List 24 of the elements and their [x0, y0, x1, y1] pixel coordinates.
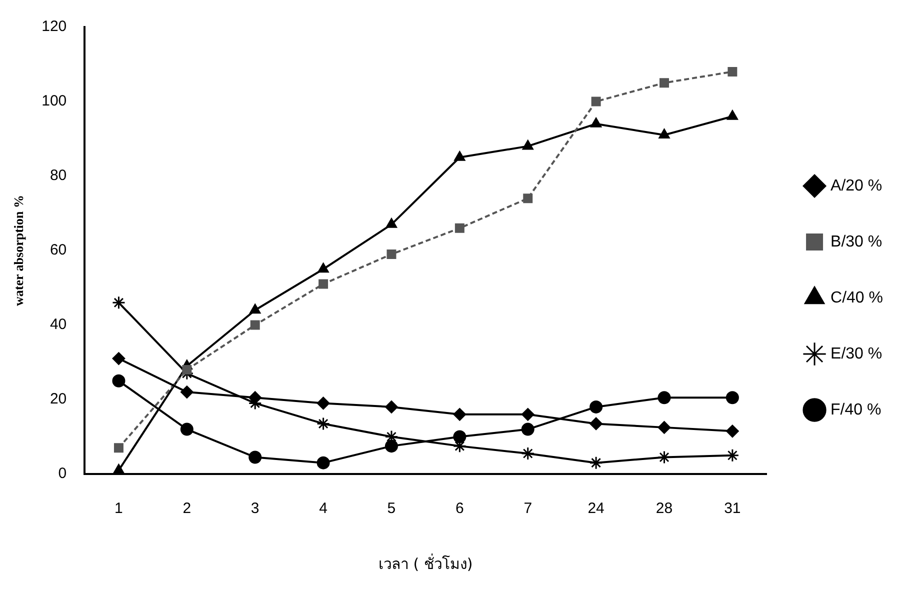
y-tick-label: 120: [42, 18, 67, 36]
x-tick-label: 7: [524, 500, 532, 518]
x-tick-label: 28: [656, 500, 673, 518]
x-tick-label: 1: [114, 500, 123, 518]
y-tick-label: 100: [42, 92, 67, 110]
x-tick-label: 24: [588, 500, 604, 518]
y-tick-label: 0: [58, 465, 67, 482]
x-axis-title: เวลา ( ชั่วโมง): [378, 552, 473, 573]
x-tick-label: 6: [456, 500, 464, 518]
x-tick-label: 31: [724, 500, 741, 518]
legend-label: F/40 %: [830, 401, 882, 418]
y-axis-title: water absorption %: [11, 195, 26, 306]
x-tick-label: 5: [387, 500, 396, 518]
x-tick-label: 2: [182, 500, 192, 518]
y-tick-label: 40: [50, 316, 67, 334]
legend-label: C/40 %: [830, 289, 883, 306]
y-tick-label: 20: [50, 390, 67, 408]
legend-label: A/20 %: [830, 177, 882, 194]
x-tick-label: 3: [250, 500, 260, 518]
legend-label: B/30 %: [830, 233, 882, 250]
y-tick-label: 60: [50, 242, 67, 259]
y-tick-label: 80: [50, 167, 67, 184]
legend-label: E/30 %: [830, 345, 882, 362]
x-tick-label: 4: [319, 500, 328, 518]
